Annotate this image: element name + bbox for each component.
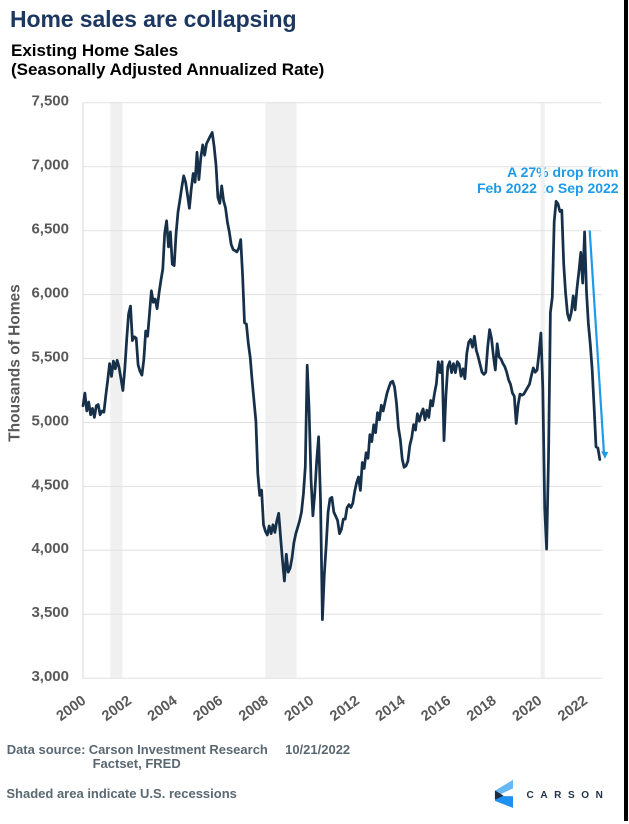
svg-text:6,000: 6,000 bbox=[31, 285, 69, 302]
svg-text:4,500: 4,500 bbox=[31, 476, 69, 493]
svg-text:2000: 2000 bbox=[54, 693, 90, 725]
svg-text:2022: 2022 bbox=[555, 693, 591, 725]
svg-text:2018: 2018 bbox=[464, 693, 500, 725]
svg-text:2004: 2004 bbox=[145, 693, 181, 725]
svg-text:7,000: 7,000 bbox=[31, 157, 69, 174]
svg-text:6,500: 6,500 bbox=[31, 221, 69, 238]
svg-text:2012: 2012 bbox=[327, 693, 363, 725]
svg-text:2008: 2008 bbox=[236, 693, 272, 725]
svg-text:2006: 2006 bbox=[190, 693, 226, 725]
svg-text:4,000: 4,000 bbox=[31, 540, 69, 557]
svg-text:5,500: 5,500 bbox=[31, 348, 69, 365]
svg-text:7,500: 7,500 bbox=[31, 93, 69, 110]
svg-text:2010: 2010 bbox=[282, 693, 318, 725]
svg-text:3,000: 3,000 bbox=[31, 668, 69, 685]
svg-text:2020: 2020 bbox=[510, 693, 546, 725]
svg-text:2014: 2014 bbox=[373, 693, 409, 725]
svg-text:3,500: 3,500 bbox=[31, 604, 69, 621]
svg-text:2002: 2002 bbox=[99, 693, 135, 725]
svg-text:Thousands of Homes: Thousands of Homes bbox=[7, 284, 24, 442]
svg-text:2016: 2016 bbox=[418, 693, 454, 725]
svg-text:5,000: 5,000 bbox=[31, 412, 69, 429]
